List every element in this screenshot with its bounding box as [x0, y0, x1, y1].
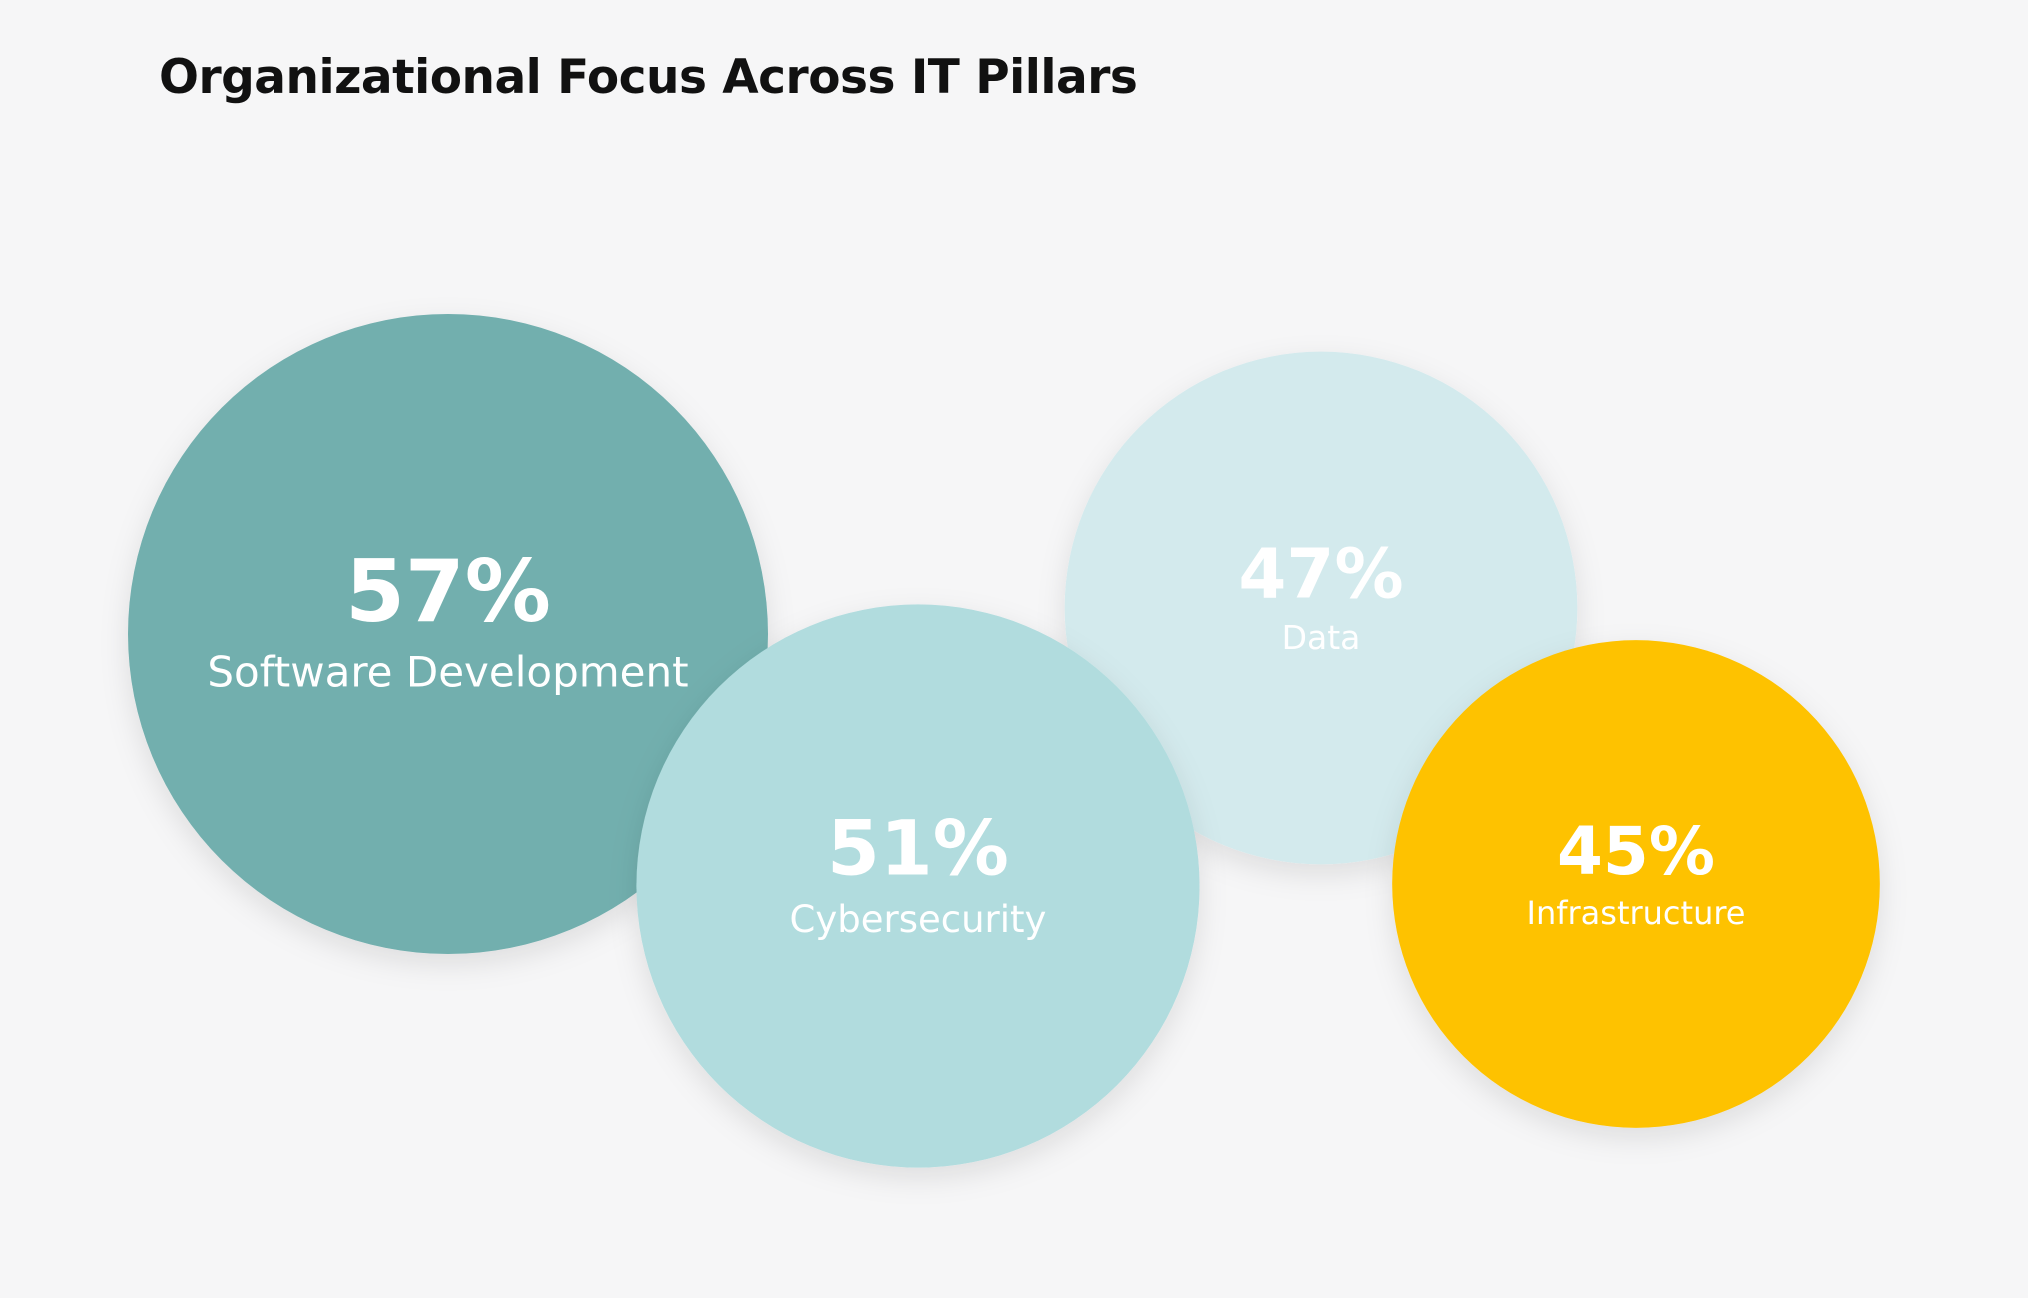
bubble-value-cybersecurity: 51% — [827, 804, 1009, 893]
bubble-value-software-development: 57% — [345, 542, 551, 642]
bubble-label-cybersecurity: Cybersecurity — [790, 898, 1047, 941]
bubble-label-infrastructure: Infrastructure — [1527, 894, 1746, 932]
bubble-value-infrastructure: 45% — [1557, 813, 1715, 890]
bubble-software-development: 57% Software Development — [128, 314, 768, 954]
bubble-circle-software-development — [128, 314, 768, 954]
bubble-cybersecurity: 51% Cybersecurity — [636, 604, 1200, 1168]
bubble-label-software-development: Software Development — [207, 647, 688, 696]
bubble-infrastructure: 45% Infrastructure — [1392, 640, 1880, 1128]
chart-title: Organizational Focus Across IT Pillars — [159, 50, 1138, 105]
bubble-circle-cybersecurity — [636, 604, 1200, 1168]
bubble-circle-infrastructure — [1392, 640, 1880, 1128]
bubble-value-data: 47% — [1238, 535, 1403, 615]
bubble-label-data: Data — [1282, 618, 1361, 657]
